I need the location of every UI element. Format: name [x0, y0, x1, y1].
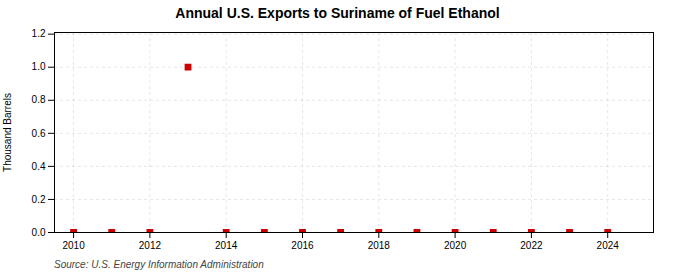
svg-text:0.6: 0.6: [32, 128, 46, 139]
svg-text:Thousand Barrels: Thousand Barrels: [2, 93, 13, 172]
svg-text:0.8: 0.8: [32, 94, 46, 105]
svg-text:0.2: 0.2: [32, 194, 46, 205]
svg-text:1.0: 1.0: [32, 61, 46, 72]
html-text:Source: U.S. Energy Informatio: Source: U.S. Energy Information Administ…: [54, 259, 264, 270]
svg-text:0.4: 0.4: [32, 161, 46, 172]
svg-text:2010: 2010: [62, 240, 85, 251]
svg-text:2022: 2022: [520, 240, 543, 251]
svg-text:2012: 2012: [139, 240, 162, 251]
svg-text:2016: 2016: [291, 240, 314, 251]
svg-text:2018: 2018: [368, 240, 391, 251]
svg-text:2014: 2014: [215, 240, 238, 251]
svg-text:0.0: 0.0: [32, 227, 46, 238]
html-text:Annual U.S. Exports to Surinam: Annual U.S. Exports to Suriname of Fuel …: [175, 5, 500, 21]
svg-text:2020: 2020: [444, 240, 467, 251]
svg-text:2024: 2024: [597, 240, 620, 251]
svg-text:1.2: 1.2: [32, 28, 46, 39]
